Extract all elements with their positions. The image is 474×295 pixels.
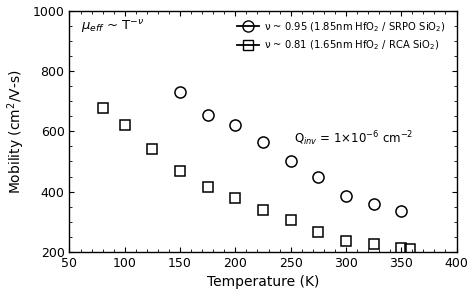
- Legend: ν ~ 0.95 (1.85nm HfO$_2$ / SRPO SiO$_2$), ν ~ 0.81 (1.65nm HfO$_2$ / RCA SiO$_2$: ν ~ 0.95 (1.85nm HfO$_2$ / SRPO SiO$_2$)…: [235, 18, 447, 54]
- Y-axis label: Mobility (cm$^2$/V-s): Mobility (cm$^2$/V-s): [6, 69, 27, 194]
- Text: Q$_{inv}$ = 1×10$^{-6}$ cm$^{-2}$: Q$_{inv}$ = 1×10$^{-6}$ cm$^{-2}$: [294, 129, 413, 148]
- X-axis label: Temperature (K): Temperature (K): [207, 276, 319, 289]
- Text: $\mu_{eff}$ ~ T$^{-\nu}$: $\mu_{eff}$ ~ T$^{-\nu}$: [81, 18, 145, 35]
